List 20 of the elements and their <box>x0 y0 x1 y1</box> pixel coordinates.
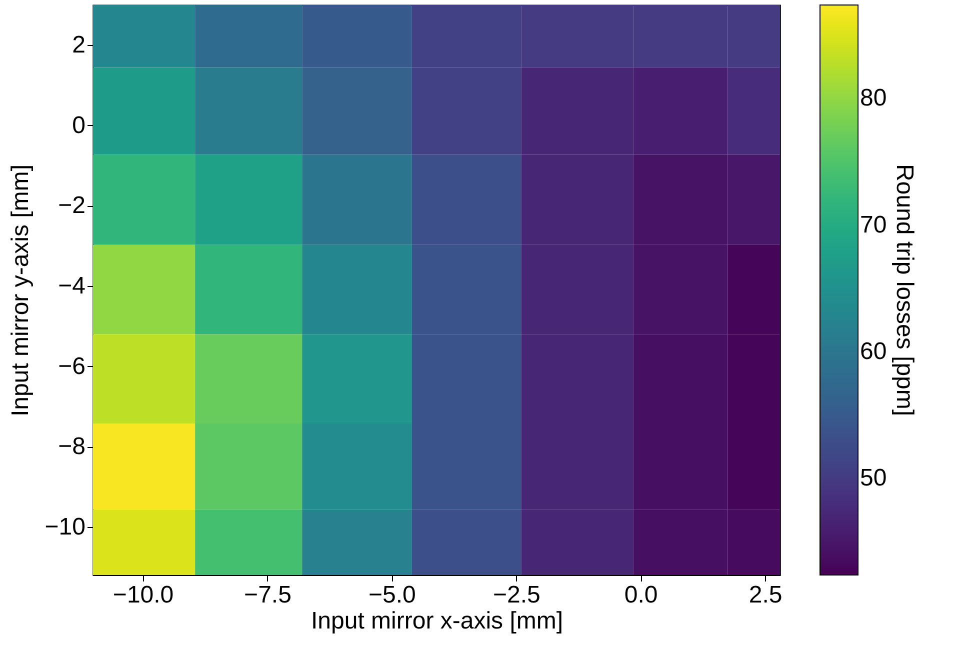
x-tick-label: −7.5 <box>244 582 292 608</box>
y-tick-label: 2 <box>72 32 86 59</box>
y-tick-label: −8 <box>58 433 86 460</box>
color-bar-label: 80 <box>860 84 887 112</box>
x-tick-label: −10.0 <box>112 582 174 608</box>
y-axis-title: Input mirror y-axis [mm] <box>6 164 34 417</box>
color-bar-label: 50 <box>860 464 887 492</box>
y-tick-label: −10 <box>44 513 86 540</box>
y-tick-label: −4 <box>58 272 86 300</box>
y-tick-label: −2 <box>58 192 86 220</box>
color-bar-label: 70 <box>860 211 887 238</box>
x-tick-label: −5.0 <box>368 582 416 608</box>
color-bar-label: 60 <box>860 338 887 366</box>
x-tick-label: −2.5 <box>492 582 540 608</box>
color-bar-title: Round trip losses [ppm] <box>891 164 918 416</box>
x-axis-title: Input mirror x-axis [mm] <box>310 608 564 634</box>
x-tick-label: 0.0 <box>624 582 658 608</box>
y-tick-label: 0 <box>72 112 86 139</box>
x-tick-label: 2.5 <box>748 582 782 608</box>
y-tick-label: −6 <box>58 352 86 380</box>
